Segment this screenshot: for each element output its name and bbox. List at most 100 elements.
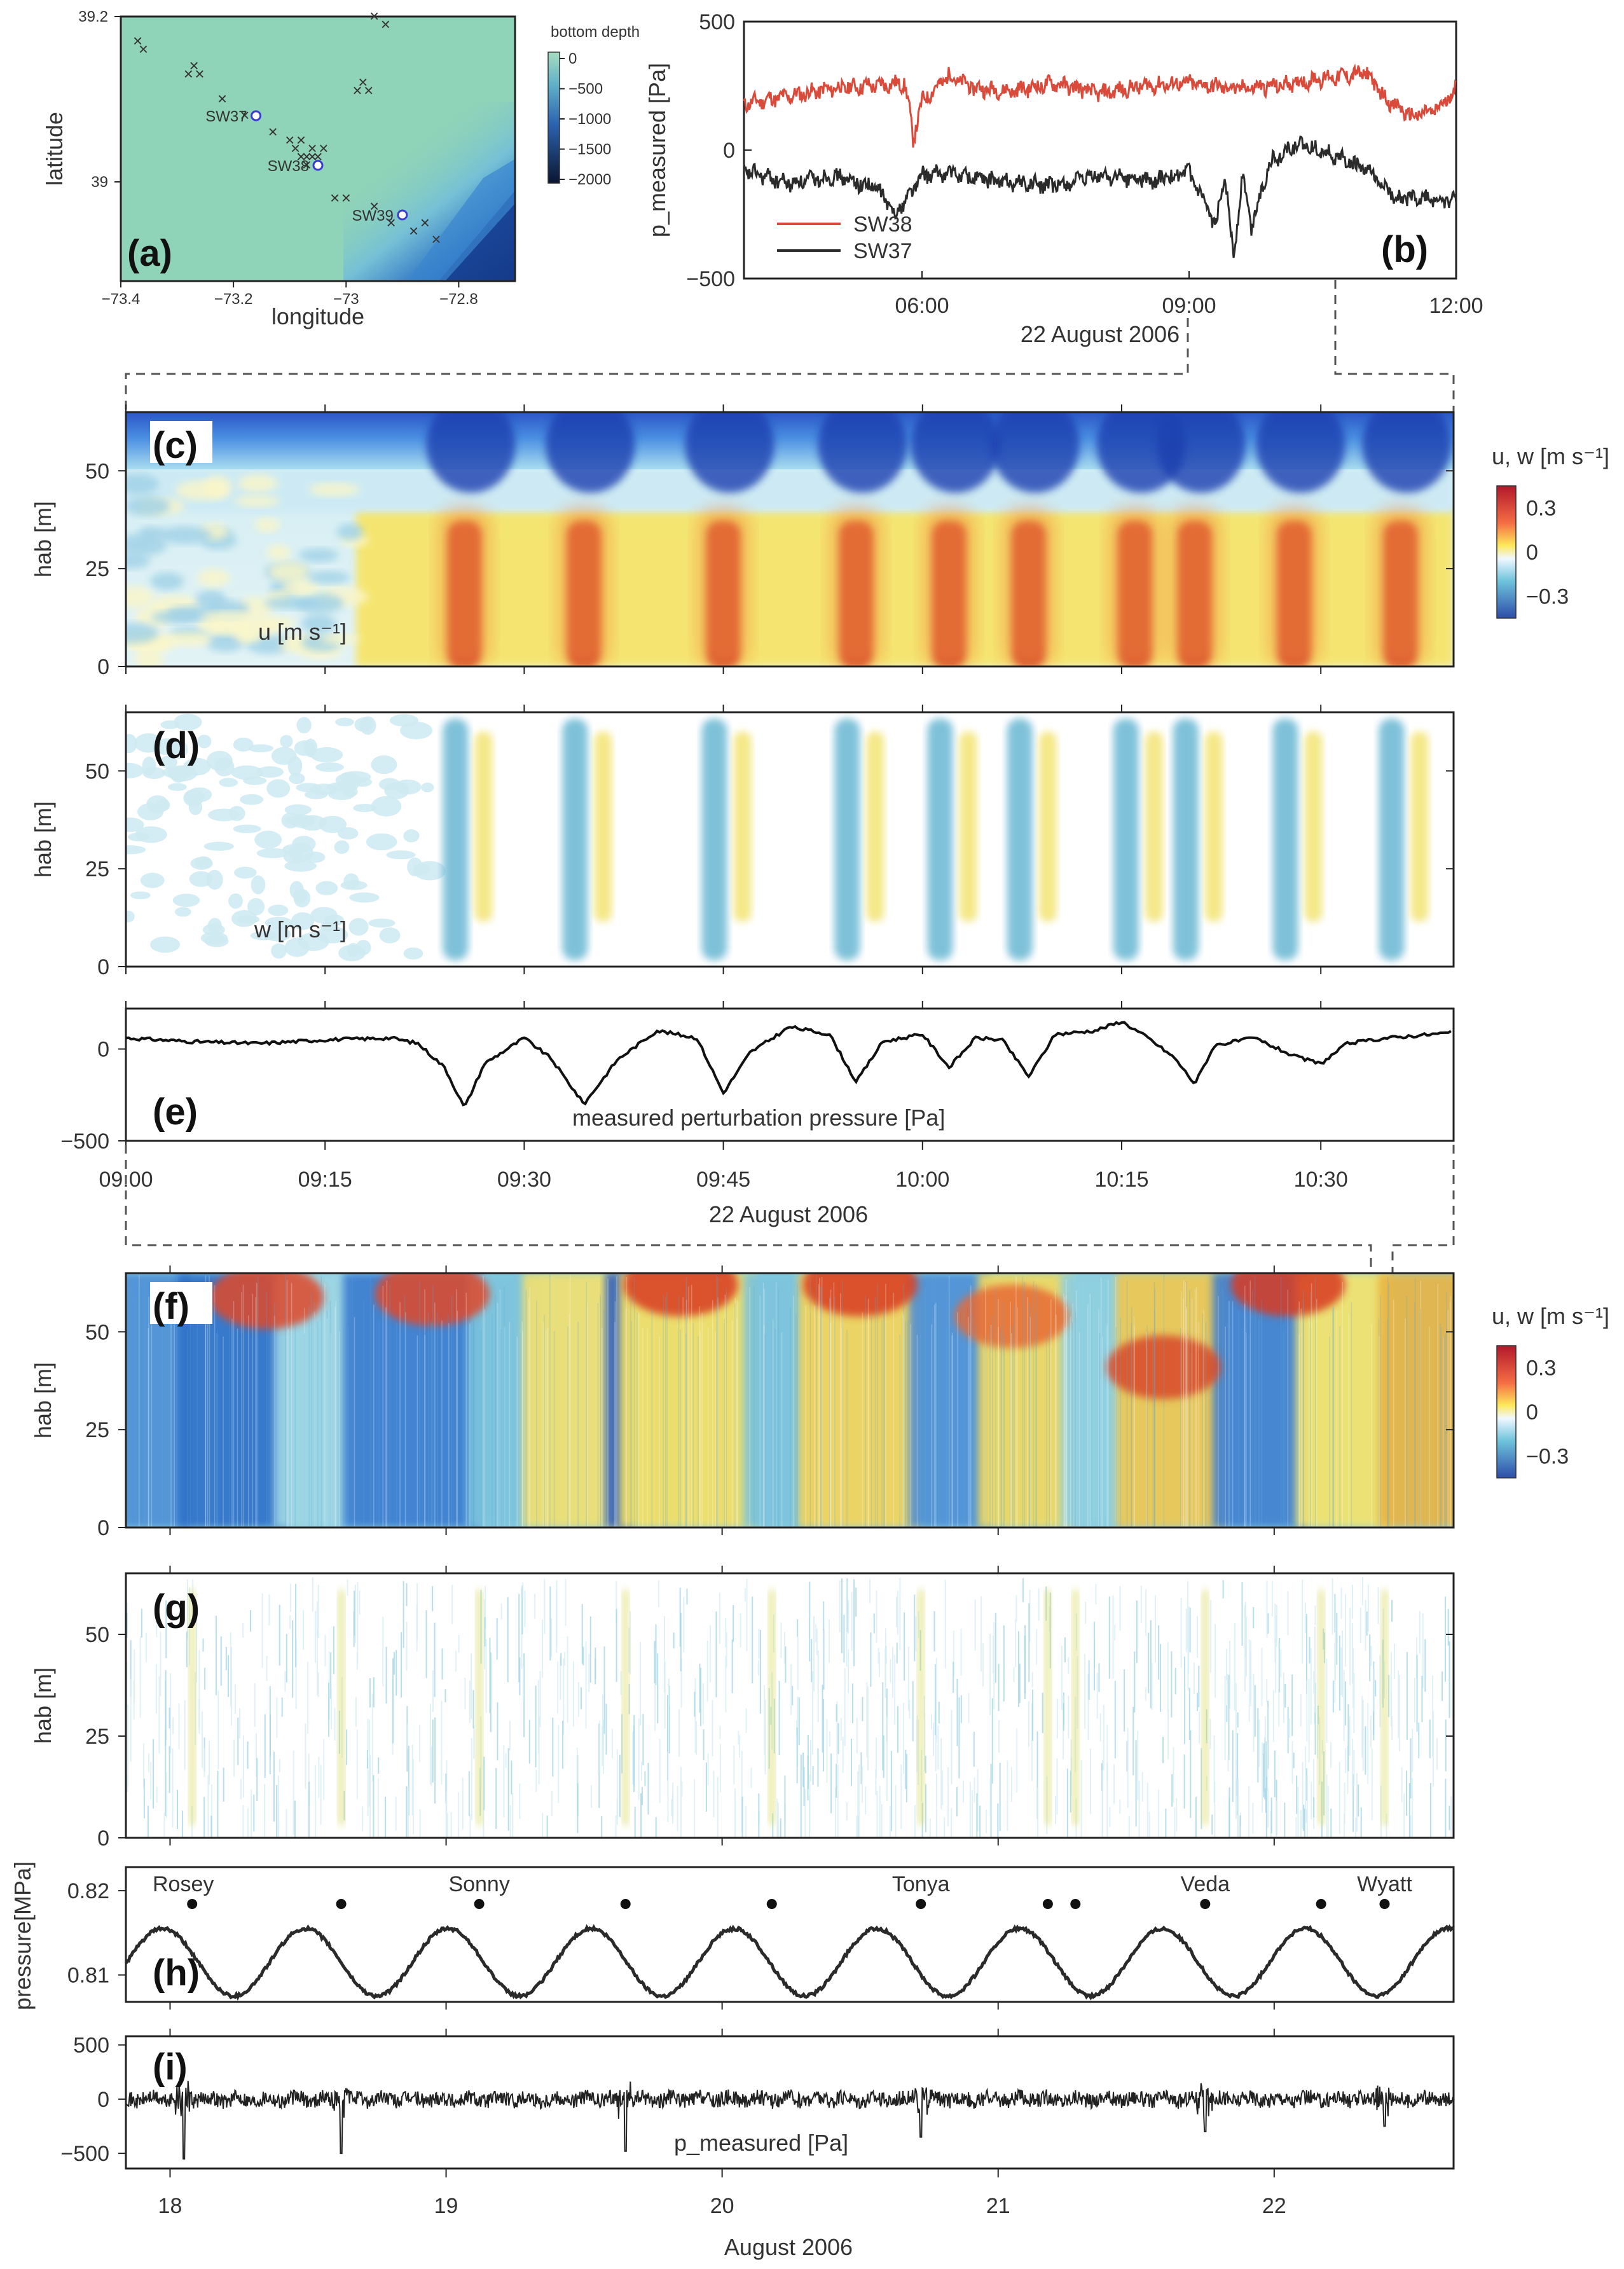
c-wave-halo-7 [1169,509,1220,666]
legend-label-sw37: SW37 [853,239,912,263]
mooring-marker-14: × [296,147,306,166]
f-surface-jet-2 [623,1273,738,1316]
c-blob-48 [158,526,212,544]
station-marker-sw38 [312,160,324,171]
panel-h-label: (h) [153,1952,200,1994]
d-speckle-82 [247,898,265,916]
mooring-marker-24: × [381,15,390,34]
d-speckle-71 [291,912,315,930]
mooring-marker-25: × [369,197,379,216]
g-event-column-9 [1318,1590,1325,1825]
series-line-sw38 [743,63,1457,148]
g-event-column-10 [1381,1590,1388,1825]
d-speckle-23 [266,779,291,798]
i-xtick-label-3: 21 [986,2194,1010,2218]
d-speckle-47 [234,866,257,879]
panel-e-frame [125,1007,1455,1142]
i-xtick-label-0: 18 [158,2194,182,2218]
panel-e-annotation: measured perturbation pressure [Pa] [572,1105,945,1131]
panel-c-label-bg [150,421,212,463]
d-speckle-13 [240,794,264,805]
d-speckle-115 [160,755,178,769]
panel-b-label: (b) [1381,229,1428,270]
c-blob-52 [238,474,278,493]
d-speckle-67 [207,750,233,771]
d-speckle-43 [168,783,187,791]
c-blob-39 [197,569,230,588]
d-speckle-125 [294,740,315,756]
mooring-marker-29: × [431,230,441,249]
map-ytick-label-1: 39.2 [78,8,108,25]
d-speckle-9 [256,848,289,859]
d-speckle-56 [349,892,380,903]
c-wave-halo-9 [1375,509,1426,666]
d-downwelling-6 [1113,719,1139,960]
map-xlabel: longitude [272,303,364,329]
mooring-marker-18: × [330,188,340,207]
panel-c-annotation: u [m s⁻¹] [258,619,347,645]
d-downwelling-0 [443,719,469,960]
mooring-marker-12: × [308,139,317,158]
d-upwelling-1 [594,731,612,922]
legend-label-sw38: SW38 [853,212,912,237]
c-blob-16 [134,649,164,666]
e-xtick-label-6: 10:30 [1294,1168,1348,1192]
c-cbar-label-2: −0.3 [1526,584,1569,609]
d-ytick-label-1: 25 [85,857,109,881]
c-surface-trough-5 [990,412,1080,493]
tide-pressure-line [124,1924,1454,2001]
c-surface-trough-9 [1362,412,1452,493]
c-surface-layer [126,412,1454,469]
d-upwelling-4 [959,731,977,922]
d-downwelling-1 [562,719,588,960]
panel-f-label: (f) [153,1286,189,1327]
mooring-marker-20: × [352,81,362,100]
panel-a-map: ×××××××× ××××××× ×××× ××××× ××× × ××SW37SW38SW… [41,6,640,329]
d-speckle-124 [126,845,146,855]
i-ytick-label-2: 500 [73,2034,109,2058]
mooring-marker-28: × [420,213,430,232]
e-xtick-label-5: 10:15 [1094,1168,1148,1192]
d-speckle-126 [343,786,358,797]
h-event-dot-2 [474,1899,485,1909]
mooring-marker-3: × [189,56,199,75]
panel-d-frame [125,711,1455,968]
c-cbar-label-1: 0 [1526,541,1538,565]
depth-cbar-label-2: −1000 [568,111,611,128]
d-upwelling-7 [1204,731,1223,922]
d-speckle-68 [289,773,305,785]
f-regime-5 [522,1273,619,1528]
d-speckle-116 [339,771,371,783]
c-surface-trough-2 [685,412,774,493]
d-upwelling-2 [733,731,752,922]
panel-c-label: (c) [153,425,198,466]
d-speckle-88 [280,734,293,748]
d-speckle-113 [202,923,225,936]
uw-colorbar-1 [1496,485,1517,619]
d-speckle-46 [233,737,254,752]
d-speckle-130 [271,747,297,765]
c-blob-58 [202,611,254,623]
d-speckle-109 [334,840,350,854]
d-speckle-54 [189,871,213,887]
d-speckle-114 [413,863,430,875]
map-xtick-label-2: −73 [333,291,359,308]
mooring-marker-15: × [319,139,328,158]
f-regime-16 [1378,1273,1454,1528]
d-speckle-2 [247,744,273,752]
panel-b-ylabel: p_measured [Pa] [644,63,670,237]
c-surface-trough-3 [818,412,907,493]
panel-d-label: (d) [153,725,200,766]
d-upwelling-8 [1304,731,1323,922]
d-speckle-58 [315,881,338,895]
c-blob-53 [336,523,364,541]
h-event-name-rosey: Rosey [153,1872,214,1896]
d-speckle-4 [348,918,369,936]
d-speckle-93 [394,779,422,795]
c-wave-halo-0 [439,509,490,666]
g-ytick-label-0: 0 [97,1826,109,1851]
e-xtick-label-2: 09:30 [497,1168,551,1192]
panel-g-frame [125,1572,1455,1839]
uw-colorbar-2 [1496,1345,1517,1479]
h-ytick-label-1: 0.82 [67,1879,109,1903]
